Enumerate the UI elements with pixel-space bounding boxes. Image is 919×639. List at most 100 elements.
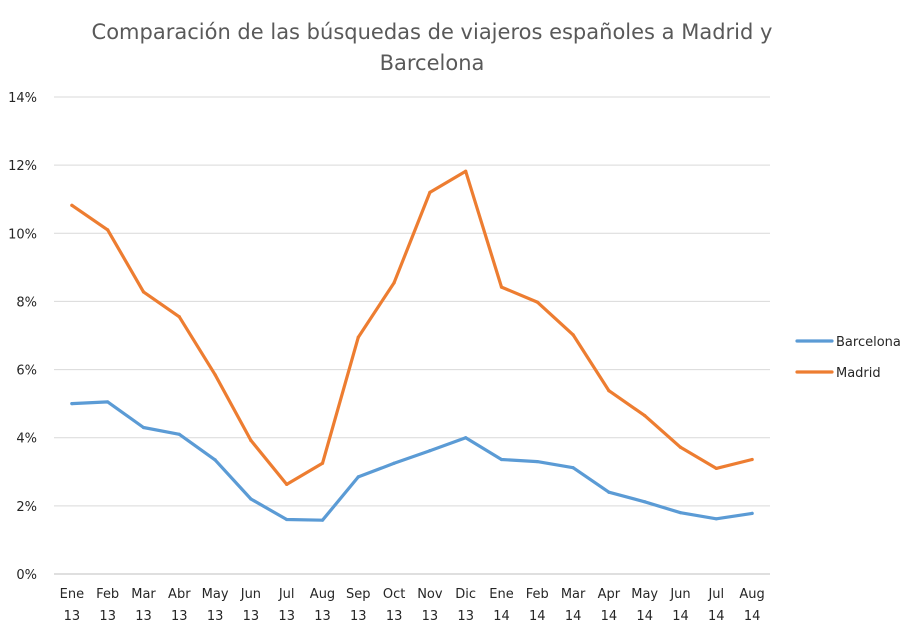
data-point-barcelona [70,402,74,406]
data-point-barcelona [320,518,325,522]
data-point-madrid [213,373,217,377]
x-tick-label: Abr 13 [168,587,191,624]
x-tick-month: Aug [739,587,764,602]
series-madrid [70,169,754,486]
series-line-barcelona [70,400,754,522]
data-point-madrid [571,333,575,337]
data-point-madrid [320,461,325,465]
x-tick-label: Feb 14 [526,587,549,624]
x-tick-label: Jun 14 [669,587,690,624]
x-tick-year: 14 [565,609,582,624]
data-point-barcelona [356,475,360,479]
data-point-madrid [177,315,181,319]
y-tick-label: 6% [16,364,37,379]
x-tick-month: Sep [346,587,371,602]
data-point-barcelona [535,459,539,464]
x-tick-year: 13 [457,609,474,624]
data-point-barcelona [285,517,289,522]
data-point-barcelona [607,490,611,494]
y-tick-label: 10% [8,227,37,242]
data-point-madrid [714,466,718,470]
data-point-madrid [607,389,611,393]
x-tick-month: Dic [455,587,476,602]
legend-item-madrid: Madrid [795,366,881,381]
legend-label-madrid: Madrid [836,366,881,381]
data-point-barcelona [678,511,683,515]
data-point-madrid [141,290,146,294]
x-tick-year: 14 [601,609,618,624]
gridlines [54,96,770,575]
x-tick-year: 13 [386,609,403,624]
series-lines [70,169,754,522]
data-point-barcelona [499,457,504,462]
x-tick-month: Ene [489,587,513,602]
data-point-barcelona [714,517,718,521]
data-point-barcelona [464,436,468,440]
x-tick-month: Mar [131,587,156,602]
x-tick-month: Nov [417,587,443,602]
data-point-madrid [70,203,74,207]
data-point-madrid [643,413,647,418]
x-tick-label: Dic 13 [455,587,476,624]
x-tick-month: Feb [96,587,119,602]
x-tick-month: Jun [240,587,261,602]
x-tick-month: Oct [383,587,405,602]
x-tick-label: May 14 [631,587,658,624]
chart-title-line-1: Comparación de las búsquedas de viajeros… [92,20,773,44]
y-tick-label: 12% [8,159,37,174]
series-barcelona [70,400,754,522]
x-tick-label: Aug 13 [310,587,335,624]
data-point-madrid [499,285,504,289]
x-tick-year: 13 [278,609,295,624]
x-tick-month: Jun [669,587,690,602]
data-point-barcelona [177,432,181,436]
y-tick-label: 2% [16,500,37,515]
data-point-barcelona [392,461,396,465]
x-tick-label: Jul 13 [278,587,295,624]
x-tick-year: 14 [672,609,689,624]
y-tick-label: 4% [16,432,37,447]
data-point-madrid [678,445,683,449]
data-point-madrid [535,300,539,304]
x-tick-year: 14 [636,609,653,624]
data-point-barcelona [571,466,575,470]
legend: Barcelona Madrid [795,335,901,381]
x-tick-month: Jul [278,587,295,602]
x-tick-month: Jul [707,587,724,602]
x-tick-year: 13 [99,609,116,624]
x-tick-label: Feb 13 [96,587,119,624]
data-point-madrid [106,228,110,232]
x-tick-month: May [202,587,229,602]
x-tick-month: Mar [561,587,586,602]
data-point-barcelona [213,458,217,462]
data-point-barcelona [643,500,647,504]
data-point-madrid [464,169,468,173]
chart-title-line-2: Barcelona [380,51,485,75]
data-point-barcelona [428,449,432,453]
x-tick-year: 13 [243,609,260,624]
data-point-madrid [392,281,396,285]
x-tick-year: 14 [708,609,725,624]
x-tick-month: Apr [598,587,621,602]
y-tick-label: 0% [16,568,37,583]
x-tick-label: Jun 13 [240,587,261,624]
x-tick-label: Mar 14 [561,587,586,624]
x-tick-label: Ene 14 [489,587,513,624]
x-tick-year: 13 [207,609,224,624]
x-tick-month: Aug [310,587,335,602]
y-axis-tick-labels: 0% 2% 4% 6% 8% 10% 12% 14% [8,91,37,583]
x-tick-year: 14 [493,609,510,624]
x-tick-year: 13 [314,609,331,624]
x-tick-label: Jul 14 [707,587,724,624]
x-tick-label: Mar 13 [131,587,156,624]
x-tick-year: 13 [64,609,81,624]
data-point-madrid [356,335,360,339]
x-tick-label: Nov 13 [417,587,443,624]
data-point-madrid [750,457,754,462]
x-tick-label: Aug 14 [739,587,764,624]
x-tick-month: May [631,587,658,602]
data-point-barcelona [106,400,110,404]
x-tick-year: 14 [529,609,546,624]
